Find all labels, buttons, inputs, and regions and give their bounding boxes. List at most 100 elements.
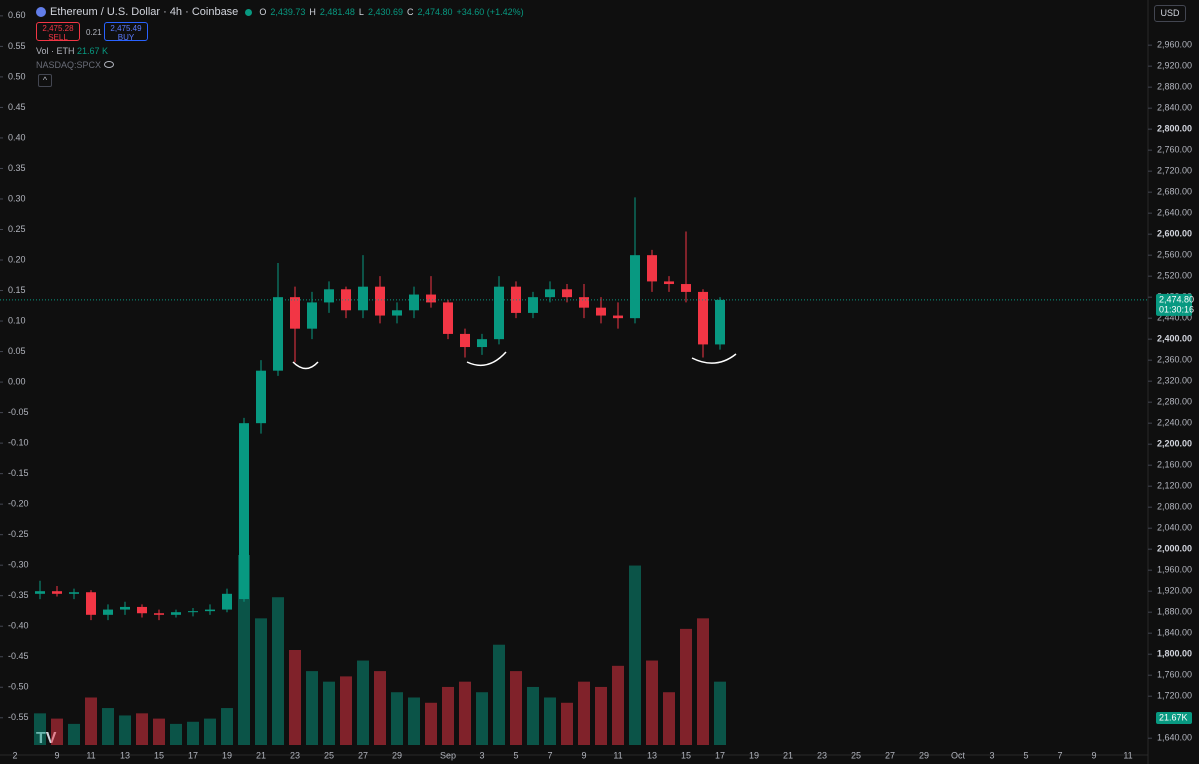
candle-body bbox=[239, 423, 249, 600]
x-tick-label: 29 bbox=[392, 750, 402, 760]
candle-body bbox=[443, 302, 453, 334]
y-tick-label: 1,800.00 bbox=[1157, 649, 1192, 659]
annotation-curve bbox=[292, 361, 319, 370]
x-tick-label: Sep bbox=[440, 750, 456, 760]
candle-body bbox=[69, 592, 79, 594]
volume-bar bbox=[272, 597, 284, 745]
x-tick-label: 29 bbox=[919, 750, 929, 760]
x-tick-label: 25 bbox=[851, 750, 861, 760]
y-tick-label: 2,960.00 bbox=[1157, 40, 1192, 50]
last-price-tag bbox=[1156, 293, 1192, 316]
y-tick-label: 2,080.00 bbox=[1157, 502, 1192, 512]
y2-tick-label: 0.30 bbox=[8, 193, 26, 203]
y-tick-label: 1,640.00 bbox=[1157, 733, 1192, 743]
symbol[interactable]: Ethereum / U.S. Dollar · 4h · Coinbase bbox=[50, 6, 239, 18]
y-tick-label: 2,840.00 bbox=[1157, 103, 1192, 113]
candle-body bbox=[188, 611, 198, 613]
ohlc-value: 2,439.73 bbox=[270, 7, 306, 17]
candle-body bbox=[528, 297, 538, 313]
volume-bar bbox=[595, 686, 607, 745]
volume-bar bbox=[238, 555, 250, 745]
volume-value: 21.67 K bbox=[77, 46, 109, 56]
x-tick-label: 7 bbox=[1057, 750, 1062, 760]
volume-bar bbox=[357, 660, 369, 745]
ohlc-key: H bbox=[309, 7, 316, 17]
volume-bar bbox=[561, 702, 573, 745]
sell-price: 2,475.28 bbox=[42, 24, 74, 33]
y2-tick-label: 0.10 bbox=[8, 315, 26, 325]
candle-body bbox=[256, 370, 266, 424]
sell-button[interactable]: 2,475.28 SELL bbox=[36, 22, 80, 42]
candle-body bbox=[375, 286, 385, 316]
compare-symbol[interactable]: NASDAQ:SPCX bbox=[36, 60, 102, 70]
volume-bar bbox=[425, 702, 437, 745]
y2-tick-label: -0.35 bbox=[8, 590, 29, 600]
collapse-button[interactable]: ^ bbox=[38, 74, 52, 87]
x-tick-label: Oct bbox=[951, 750, 966, 760]
volume-bar bbox=[510, 671, 522, 745]
x-tick-label: 19 bbox=[749, 750, 759, 760]
volume-bar bbox=[340, 676, 352, 745]
last-volume-tag bbox=[1156, 712, 1192, 724]
volume-bar bbox=[663, 692, 675, 745]
candle-body bbox=[324, 289, 334, 303]
y-tick-label: 2,800.00 bbox=[1157, 124, 1192, 134]
volume-bar bbox=[136, 713, 148, 745]
x-tick-label: 21 bbox=[256, 750, 266, 760]
x-tick-label: 15 bbox=[681, 750, 691, 760]
sell-label: SELL bbox=[48, 33, 68, 42]
candle-body bbox=[409, 294, 419, 311]
y-tick-label: 2,320.00 bbox=[1157, 376, 1192, 386]
candle-body bbox=[307, 302, 317, 329]
x-tick-label: 9 bbox=[1091, 750, 1096, 760]
y2-tick-label: 0.25 bbox=[8, 224, 26, 234]
annotation-curve bbox=[691, 353, 737, 364]
x-tick-label: 3 bbox=[989, 750, 994, 760]
candle-body bbox=[681, 284, 691, 292]
volume-bar bbox=[544, 697, 556, 745]
volume-bar bbox=[578, 681, 590, 745]
status-dot bbox=[245, 8, 253, 16]
y-tick-label: 2,640.00 bbox=[1157, 208, 1192, 218]
volume-bar bbox=[323, 681, 335, 745]
x-tick-label: 3 bbox=[479, 750, 484, 760]
y-tick-label: 2,880.00 bbox=[1157, 82, 1192, 92]
visibility-icon[interactable] bbox=[103, 61, 114, 68]
volume-bar bbox=[187, 721, 199, 745]
candle-body bbox=[137, 606, 147, 614]
candle-body bbox=[494, 286, 504, 340]
volume-bar bbox=[612, 665, 624, 745]
volume-bar bbox=[85, 697, 97, 745]
y-tick-label: 1,920.00 bbox=[1157, 586, 1192, 596]
candle-body bbox=[86, 592, 96, 615]
y-tick-label: 2,040.00 bbox=[1157, 523, 1192, 533]
x-tick-label: 9 bbox=[54, 750, 59, 760]
coin-icon bbox=[36, 7, 46, 17]
volume-bar bbox=[476, 692, 488, 745]
last-volume-label: 21.67K bbox=[1159, 712, 1188, 722]
y-tick-label: 1,720.00 bbox=[1157, 691, 1192, 701]
currency-button[interactable]: USD bbox=[1154, 5, 1186, 22]
candle-body bbox=[273, 297, 283, 371]
change: +34.60 (+1.42%) bbox=[456, 7, 524, 17]
candle-body bbox=[613, 315, 623, 319]
candle-body bbox=[290, 297, 300, 329]
candle-body bbox=[103, 609, 113, 615]
volume-bar bbox=[204, 718, 216, 745]
x-tick-label: 11 bbox=[613, 750, 622, 760]
compare-legend: NASDAQ:SPCX bbox=[36, 60, 114, 70]
candle-body bbox=[426, 294, 436, 303]
buy-button[interactable]: 2,475.49 BUY bbox=[104, 22, 148, 42]
y-tick-label: 2,520.00 bbox=[1157, 271, 1192, 281]
y2-tick-label: -0.15 bbox=[8, 468, 29, 478]
candle-body bbox=[698, 291, 708, 345]
y-tick-label: 1,880.00 bbox=[1157, 607, 1192, 617]
annotation-curve bbox=[466, 351, 507, 367]
y-tick-label: 2,440.00 bbox=[1157, 313, 1192, 323]
symbol-header: Ethereum / U.S. Dollar · 4h · Coinbase O… bbox=[36, 6, 524, 18]
y2-tick-label: 0.45 bbox=[8, 102, 26, 112]
x-tick-label: 15 bbox=[154, 750, 164, 760]
candle-body bbox=[477, 339, 487, 348]
x-tick-label: 13 bbox=[647, 750, 657, 760]
candle-body bbox=[35, 591, 45, 594]
